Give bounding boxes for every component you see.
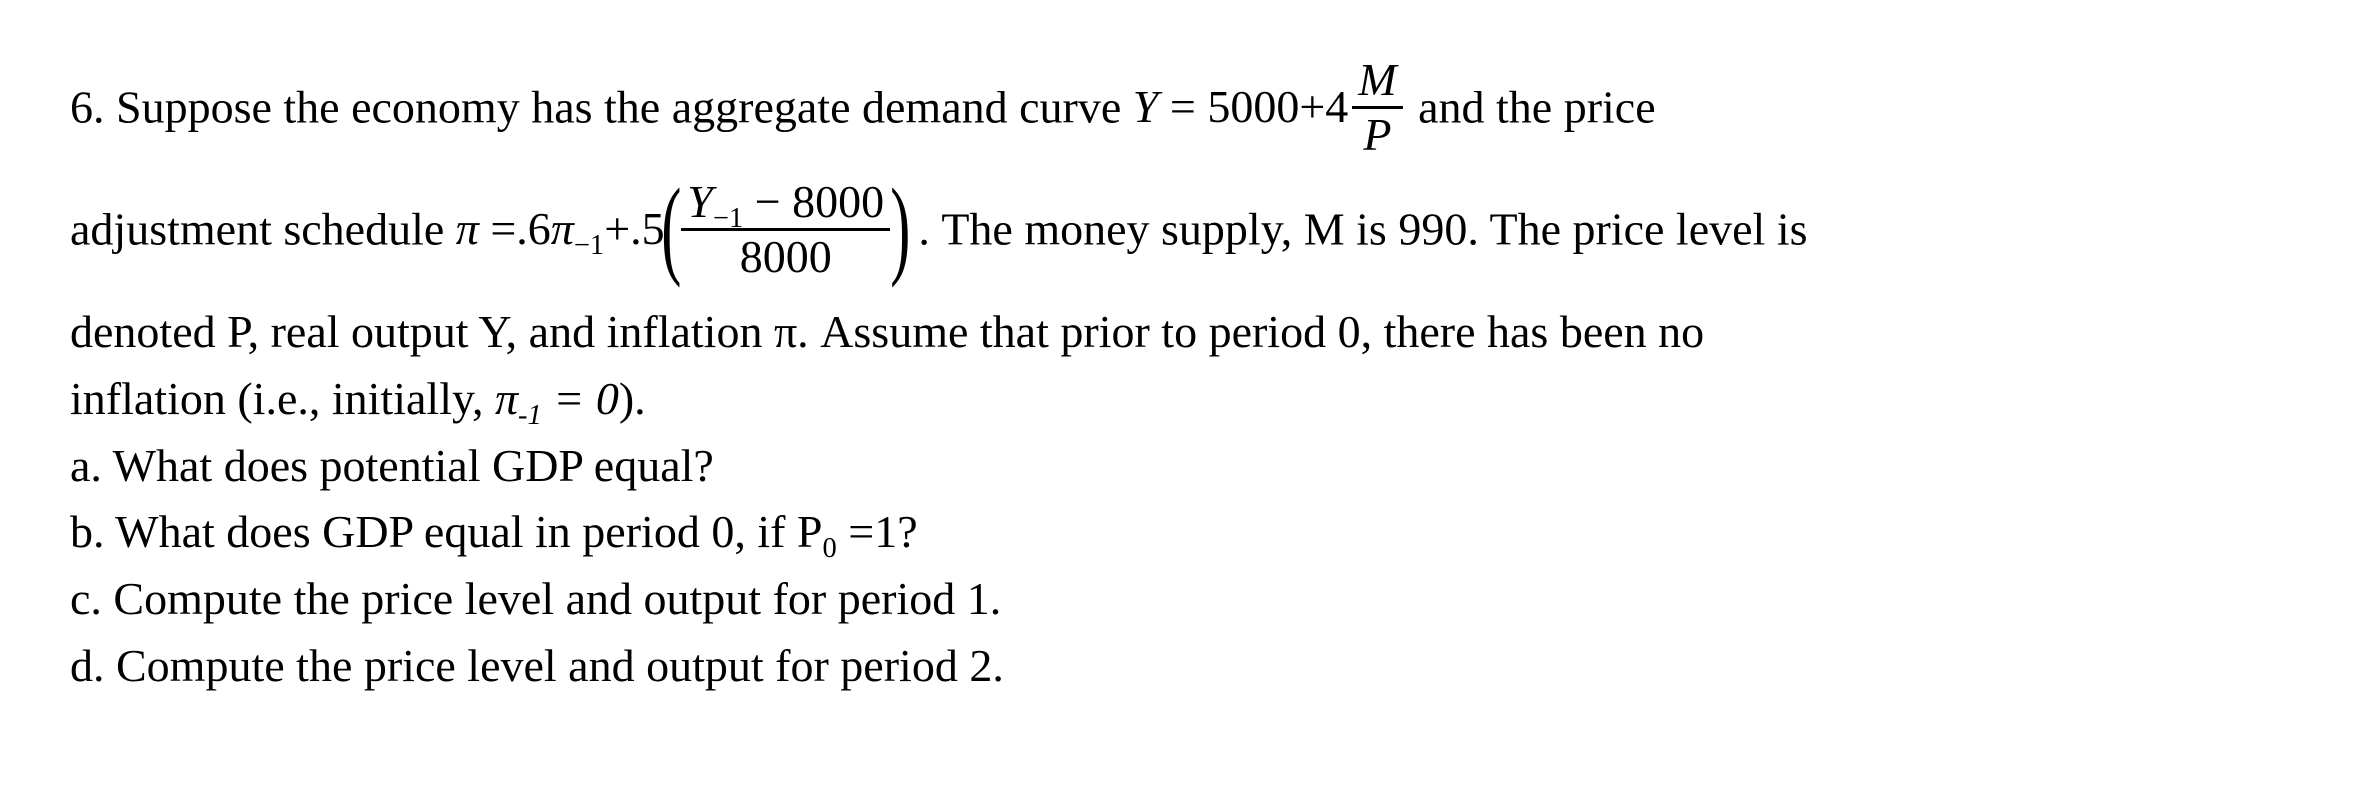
ad-c1: 5000 (1207, 81, 1299, 132)
l2a: adjustment schedule (70, 203, 456, 254)
ad-frac-den: P (1352, 109, 1402, 159)
line-1: 6. Suppose the economy has the aggregate… (70, 60, 2302, 164)
l4-eq0: = 0 (542, 373, 619, 424)
qb-sub: 0 (823, 533, 837, 564)
problem-number: 6. (70, 81, 105, 132)
qb-c: =1? (837, 506, 918, 557)
pa-equation: π =.6π−1+.5(Y−1 − 80008000) (456, 203, 919, 254)
pa-sub1: −1 (574, 230, 604, 261)
question-a: a. What does potential GDP equal? (70, 433, 2302, 500)
ad-equation: Y = 5000+4MP (1133, 81, 1418, 132)
line-4: inflation (i.e., initially, π-1 = 0). (70, 366, 2302, 433)
l4-pi: π (495, 373, 518, 424)
l2c: 990 (1398, 203, 1467, 254)
pa-frac-num: Y−1 − 8000 (681, 178, 890, 231)
ad-eqsign: = (1158, 81, 1207, 132)
l2b: . The money supply, M is (918, 203, 1398, 254)
pa-frac-den: 8000 (681, 231, 890, 281)
l1b: and the price (1418, 81, 1656, 132)
pa-plus: + (604, 203, 630, 254)
pa-eqsign: = (479, 203, 516, 254)
question-d: d. Compute the price level and output fo… (70, 633, 2302, 700)
qa: a. What does potential GDP equal? (70, 440, 714, 491)
l1a: Suppose the economy has the aggregate de… (116, 81, 1133, 132)
pa-c2: .5 (630, 203, 665, 254)
l2d: . The price level is (1467, 203, 1807, 254)
line-2: adjustment schedule π =.6π−1+.5(Y−1 − 80… (70, 182, 2302, 286)
ad-Y: Y (1133, 81, 1159, 132)
ad-c2: 4 (1325, 81, 1348, 132)
pa-frac-Ysub: −1 (713, 203, 743, 234)
pa-frac: Y−1 − 80008000 (681, 178, 890, 282)
l4-sub: -1 (518, 400, 542, 431)
qd: d. Compute the price level and output fo… (70, 640, 1004, 691)
problem-text: 6. Suppose the economy has the aggregate… (70, 60, 2302, 699)
question-c: c. Compute the price level and output fo… (70, 566, 2302, 633)
l3: denoted P, real output Y, and inflation … (70, 306, 1704, 357)
pa-frac-Y: Y (687, 176, 713, 227)
line-3: denoted P, real output Y, and inflation … (70, 299, 2302, 366)
ad-frac-num: M (1352, 56, 1402, 109)
pa-pi: π (456, 203, 479, 254)
pa-pi2: π (551, 203, 574, 254)
pa-c1: .6 (516, 203, 551, 254)
l4e: ). (619, 373, 646, 424)
ad-plus: + (1299, 81, 1325, 132)
ad-frac: MP (1352, 56, 1402, 160)
question-b: b. What does GDP equal in period 0, if P… (70, 499, 2302, 566)
qb-a: b. What does GDP equal in period 0, if P (70, 506, 823, 557)
l4a: inflation (i.e., initially, (70, 373, 495, 424)
qc: c. Compute the price level and output fo… (70, 573, 1001, 624)
pa-frac-rest: − 8000 (743, 176, 884, 227)
